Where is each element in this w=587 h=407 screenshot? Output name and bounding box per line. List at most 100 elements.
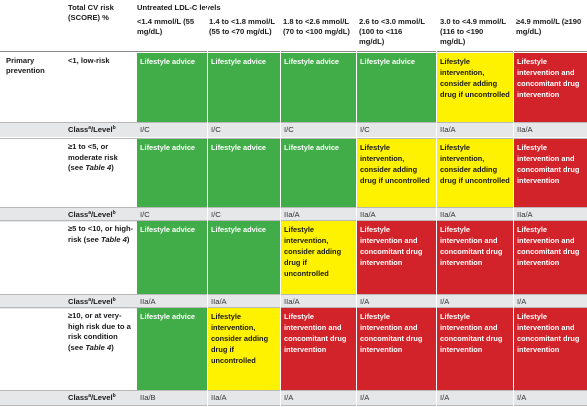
recommendation-cell-green: Lifestyle advice: [208, 139, 280, 207]
class-level-value: IIa/A: [211, 297, 227, 306]
column-separator: [207, 0, 208, 407]
class-level-value: I/A: [440, 393, 450, 402]
class-level-label: Classa/Levelb: [68, 295, 134, 308]
column-separator: [280, 0, 281, 407]
recommendation-cell-yellow: Lifestyle intervention, consider adding …: [437, 139, 513, 207]
column-separator: [356, 0, 357, 407]
level-superscript: b: [112, 125, 116, 131]
slash: /: [91, 210, 94, 219]
class-rule: [0, 207, 587, 208]
recommendation-cell-yellow: Lifestyle intervention, consider adding …: [208, 308, 280, 390]
level-header-3: 1.8 to <2.6 mmol/L (70 to <100 mg/dL): [283, 17, 350, 36]
class-level-value: IIa/A: [440, 210, 456, 219]
see-text: (see: [83, 234, 99, 244]
class-level-value: I/A: [440, 297, 450, 306]
level-superscript: b: [112, 297, 116, 303]
slash: /: [91, 297, 94, 306]
recommendation-cell-red: Lifestyle intervention and concomitant d…: [357, 308, 436, 390]
header-rule: [0, 51, 587, 52]
level-header-6: ≥4.9 mmol/L (≥190 mg/dL): [516, 17, 582, 36]
class-level-value: I/C: [211, 125, 221, 134]
level-header-5: 3.0 to <4.9 mmol/L (116 to <190 mg/dL): [440, 17, 506, 46]
risk-category-label: ≥1 to <5, or moderate risk (see Table 4): [68, 142, 134, 174]
slash: /: [91, 125, 94, 134]
risk-category-text: <1, low-risk: [68, 56, 110, 65]
risk-category-text: ≥10, or at very-high risk due to a risk …: [68, 311, 131, 341]
class-level-row: [0, 294, 587, 309]
class-superscript: a: [88, 210, 92, 216]
risk-category-label: ≥5 to <10, or high-risk (see Table 4): [68, 224, 134, 245]
table-reference: Table 4: [85, 163, 112, 172]
recommendation-cell-green: Lifestyle advice: [281, 139, 356, 207]
column-separator: [436, 0, 437, 407]
level-header-1: <1.4 mmol/L (55 mg/dL): [137, 17, 195, 36]
recommendation-cell-red: Lifestyle intervention and concomitant d…: [357, 221, 436, 294]
class-rule: [0, 390, 587, 391]
recommendation-cell-red: Lifestyle intervention and concomitant d…: [281, 308, 356, 390]
table-reference: Table 4: [100, 234, 127, 244]
recommendation-cell-green: Lifestyle advice: [208, 53, 280, 122]
class-level-value: I/A: [360, 297, 370, 306]
see-text: (see: [68, 163, 84, 172]
level-label: Level: [93, 393, 113, 402]
recommendation-cell-yellow: Lifestyle intervention, consider adding …: [281, 221, 356, 294]
recommendation-cell-green: Lifestyle advice: [208, 221, 280, 294]
level-label: Level: [93, 297, 113, 306]
class-level-label: Classa/Levelb: [68, 391, 134, 404]
class-rule: [0, 122, 587, 123]
class-superscript: a: [88, 297, 92, 303]
risk-category-label: ≥10, or at very-high risk due to a risk …: [68, 311, 134, 353]
class-level-value: I/A: [284, 393, 294, 402]
class-level-value: IIa/A: [517, 210, 533, 219]
class-level-value: I/A: [517, 393, 527, 402]
class-level-row: [0, 122, 587, 137]
recommendation-cell-red: Lifestyle intervention and concomitant d…: [514, 308, 587, 390]
row-rule: [0, 220, 587, 221]
level-superscript: b: [112, 210, 116, 216]
recommendation-cell-green: Lifestyle advice: [137, 221, 207, 294]
level-header-4: 2.6 to <3.0 mmol/L (100 to <116 mg/dL): [359, 17, 425, 46]
class-level-value: IIa/A: [211, 393, 227, 402]
class-level-value: I/C: [284, 125, 294, 134]
recommendation-cell-red: Lifestyle intervention and concomitant d…: [514, 53, 587, 122]
risk-category-text: ≥1 to <5, or moderate risk: [68, 142, 118, 162]
class-level-value: I/A: [360, 393, 370, 402]
recommendation-cell-red: Lifestyle intervention and concomitant d…: [514, 139, 587, 207]
class-level-value: IIa/B: [140, 393, 156, 402]
column-separator: [513, 0, 514, 407]
recommendation-cell-yellow: Lifestyle intervention, consider adding …: [357, 139, 436, 207]
class-level-value: I/C: [140, 210, 150, 219]
recommendation-cell-green: Lifestyle advice: [281, 53, 356, 122]
bottom-rule: [0, 405, 587, 406]
row-rule: [0, 307, 587, 308]
class-level-label: Classa/Levelb: [68, 208, 134, 221]
class-level-value: IIa/A: [284, 297, 300, 306]
risk-category-label: <1, low-risk: [68, 56, 134, 67]
recommendation-cell-red: Lifestyle intervention and concomitant d…: [514, 221, 587, 294]
class-level-value: I/C: [211, 210, 221, 219]
level-header-2: 1.4 to <1.8 mmol/L (55 to <70 mg/dL): [209, 17, 275, 36]
class-level-value: IIa/A: [284, 210, 300, 219]
risk-column-header: Total CV risk (SCORE) %: [68, 3, 114, 22]
close-paren: ): [126, 234, 130, 244]
class-level-value: I/A: [517, 297, 527, 306]
class-level-label: Classa/Levelb: [68, 123, 134, 136]
class-superscript: a: [88, 393, 92, 399]
close-paren: ): [111, 163, 114, 172]
recommendation-cell-green: Lifestyle advice: [357, 53, 436, 122]
class-level-value: I/C: [360, 125, 370, 134]
recommendation-cell-green: Lifestyle advice: [137, 53, 207, 122]
risk-category-text: ≥5 to <10, or high-risk: [68, 224, 134, 244]
class-label: Class: [68, 125, 89, 134]
recommendation-cell-green: Lifestyle advice: [137, 308, 207, 390]
recommendation-cell-green: Lifestyle advice: [137, 139, 207, 207]
slash: /: [91, 393, 94, 402]
class-level-value: IIa/A: [360, 210, 376, 219]
see-text: (see: [68, 342, 84, 352]
row-rule: [0, 138, 587, 139]
class-level-value: I/C: [140, 125, 150, 134]
level-superscript: b: [112, 393, 116, 399]
section-label: Primary prevention: [6, 56, 45, 75]
recommendation-cell-red: Lifestyle intervention and concomitant d…: [437, 308, 513, 390]
class-label: Class: [68, 393, 89, 402]
